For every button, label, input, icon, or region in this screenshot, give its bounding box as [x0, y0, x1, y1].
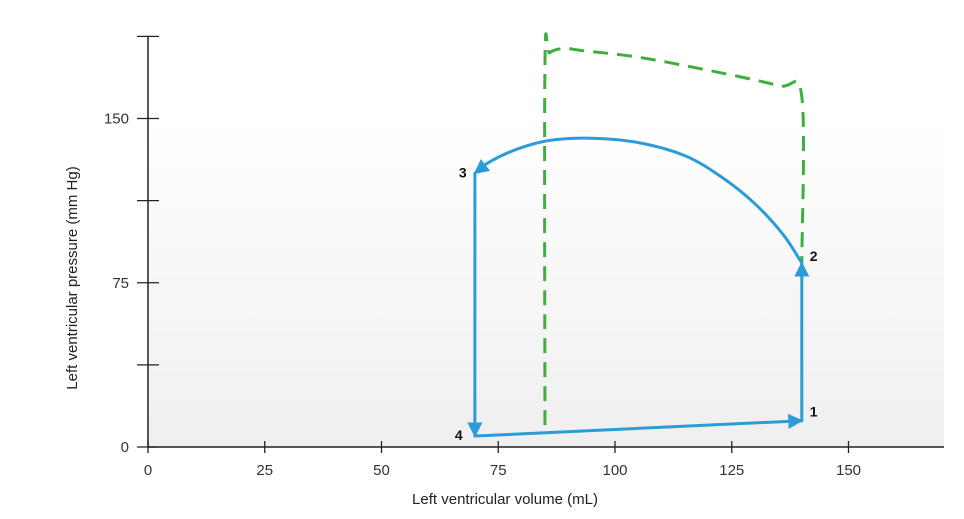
x-tick-label: 125 [719, 462, 744, 479]
x-tick-label: 50 [373, 462, 390, 479]
axes: 0 25 50 75 100 125 150 0 75 150 [104, 35, 944, 479]
x-tick-label: 100 [602, 462, 627, 479]
y-tick-label: 0 [121, 439, 129, 456]
x-tick-label: 0 [144, 462, 152, 479]
y-tick-label: 150 [104, 111, 129, 128]
x-tick-label: 150 [836, 462, 861, 479]
pv-loop [467, 136, 810, 438]
point-labels: 1 2 3 4 [455, 164, 818, 443]
point-label-1: 1 [810, 404, 818, 420]
x-tick-label: 25 [256, 462, 273, 479]
x-axis-title: Left ventricular volume (mL) [412, 491, 598, 508]
y-axis-title: Left ventricular pressure (mm Hg) [64, 166, 81, 389]
x-tick-label: 75 [490, 462, 507, 479]
loop-segment-4-1 [473, 413, 804, 438]
point-label-2: 2 [810, 248, 818, 264]
loop-segment-2-3 [473, 136, 804, 265]
point-label-4: 4 [455, 427, 463, 443]
point-label-3: 3 [459, 164, 467, 180]
y-tick-label: 75 [112, 275, 129, 292]
